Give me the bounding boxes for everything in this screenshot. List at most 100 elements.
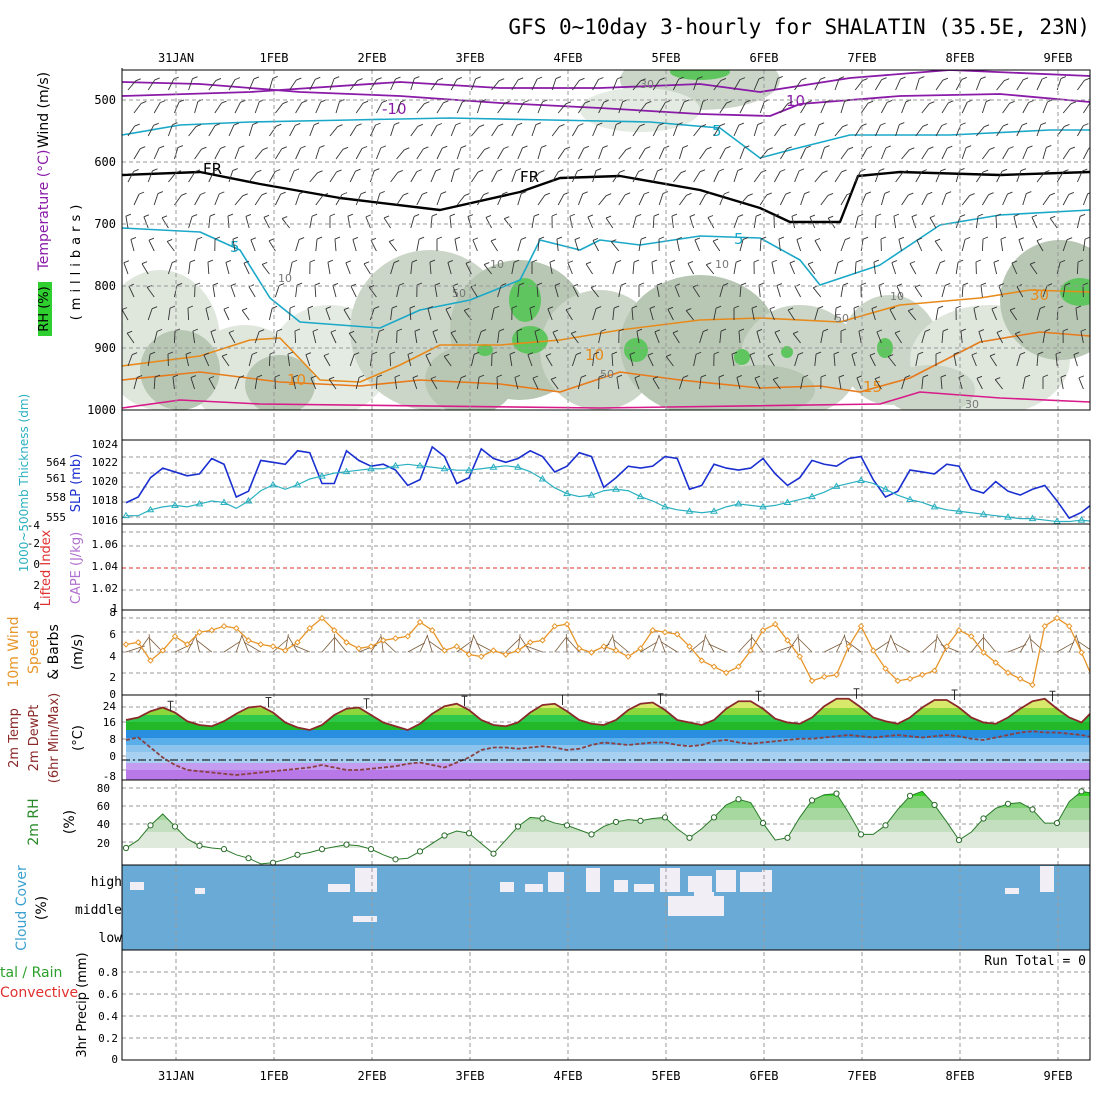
- wind-barb: [254, 149, 264, 160]
- wind-barb-flag: [133, 168, 139, 172]
- wind-barb: [375, 147, 382, 160]
- wind-barb-flag: [272, 76, 278, 79]
- wind-barb: [1036, 240, 1044, 252]
- wind-barb-flag: [613, 305, 620, 309]
- wind-barb-flag: [878, 282, 885, 286]
- wind-barb: [450, 332, 458, 344]
- wind-barb-flag: [671, 213, 678, 217]
- temp2m-unit-label: (°C): [71, 725, 86, 751]
- wind-barb-flag: [945, 191, 952, 195]
- wind-barb-flag: [1013, 213, 1020, 217]
- wind-barb: [934, 240, 943, 252]
- wind-barb: [981, 238, 984, 252]
- wind-barb-flag: [310, 375, 317, 379]
- wind-barb: [578, 102, 586, 114]
- wind-barb-flag: [445, 306, 452, 310]
- temperature-axis-label: Temperature (°C): [36, 150, 52, 272]
- wind-barb: [941, 102, 949, 114]
- wind-barb-flag: [905, 99, 912, 103]
- wind-barb: [796, 239, 802, 252]
- wind-barb-flag: [960, 122, 966, 126]
- rh-shade-area: [140, 330, 220, 410]
- wind-barb: [234, 102, 241, 114]
- wind-barb-flag: [238, 375, 245, 379]
- wind-barb-flag: [261, 192, 267, 196]
- wind-barb: [794, 79, 802, 91]
- contour-label: 15: [863, 378, 882, 396]
- surface-wind-barb: [983, 637, 997, 653]
- wind-barb-flag: [485, 214, 492, 218]
- temperature-tick: 0: [109, 750, 116, 763]
- wind-barb: [935, 308, 939, 321]
- wind-barb-flag: [583, 145, 590, 149]
- surface-wind-barb: [505, 638, 520, 653]
- wind-barb-flag: [493, 305, 500, 309]
- wind-barb: [1016, 354, 1021, 367]
- thickness-point: [465, 466, 473, 473]
- wind-barb: [471, 171, 479, 183]
- wind-barb-flag: [977, 213, 984, 217]
- rh-point: [147, 822, 154, 829]
- wind-barb-flag: [518, 282, 525, 286]
- wind-barb-flag: [797, 352, 804, 355]
- wind-barb-flag: [961, 76, 968, 80]
- wind-barb: [1042, 101, 1048, 114]
- isotherm-15: [122, 331, 1090, 393]
- wind-barb: [961, 147, 967, 160]
- wind-barb-flag: [855, 259, 862, 263]
- wind-barb-flag: [988, 192, 994, 196]
- wind-barb-flag: [654, 329, 661, 333]
- wind-barb-flag: [396, 328, 403, 332]
- wind-barb-flag: [191, 214, 198, 217]
- thickness-point: [710, 507, 718, 514]
- wind-barb-flag: [940, 374, 947, 378]
- wind-barb-flag: [840, 328, 847, 332]
- surface-wind-barb: [751, 636, 764, 653]
- wind-barb-flag: [276, 328, 283, 332]
- wind-barb-flag: [361, 146, 368, 149]
- wind-barb: [773, 78, 779, 91]
- rh-shade-area: [705, 365, 815, 410]
- wind-barb: [511, 125, 518, 137]
- wind-barb: [141, 263, 149, 275]
- wind-speed-point: [416, 618, 424, 626]
- wind-barb: [955, 262, 959, 275]
- wind-barb-flag: [478, 374, 485, 378]
- wind-barb: [173, 285, 178, 298]
- wind-barb-flag: [1026, 191, 1032, 194]
- wind-barb: [1083, 102, 1090, 114]
- thickness-point: [685, 507, 694, 514]
- wind-barb: [858, 331, 862, 344]
- rh-band: [126, 832, 1090, 848]
- wind-barb: [678, 101, 685, 114]
- wind-barb-flag: [965, 145, 972, 149]
- wind-barb-flag: [549, 259, 556, 263]
- wind-speed-point: [931, 667, 938, 674]
- cape-tick: 1: [111, 602, 118, 615]
- surface-wind-barb: [554, 637, 567, 653]
- wind-barb-flag: [234, 77, 241, 81]
- wind-barb-flag: [659, 77, 665, 81]
- wind-barb-flag: [1049, 215, 1056, 219]
- wind-barb-flag: [860, 168, 866, 172]
- wind-barb: [315, 195, 324, 206]
- slp-tick: 1024: [92, 438, 119, 451]
- surface-wind-barb: [708, 643, 727, 653]
- wind-barb-flag: [299, 191, 305, 195]
- wind-barb-flag: [773, 213, 780, 217]
- wind-barb-flag: [602, 145, 608, 149]
- wind-barb: [780, 148, 788, 160]
- wind-barb-flag: [511, 305, 518, 309]
- wind-barb: [914, 286, 923, 298]
- wind-barb: [571, 354, 577, 367]
- wind-barb-flag: [847, 146, 854, 150]
- wind-barb-flag: [677, 122, 683, 126]
- wind-barb-flag: [341, 192, 348, 196]
- temp2m-axis-label-1: 2m Temp: [7, 708, 22, 768]
- wind-barb: [551, 126, 560, 137]
- wind-barb: [430, 125, 438, 137]
- wind-barb: [551, 171, 559, 183]
- wind-barb-flag: [545, 353, 552, 357]
- wind-barb: [394, 377, 398, 390]
- wind-barb: [275, 148, 283, 160]
